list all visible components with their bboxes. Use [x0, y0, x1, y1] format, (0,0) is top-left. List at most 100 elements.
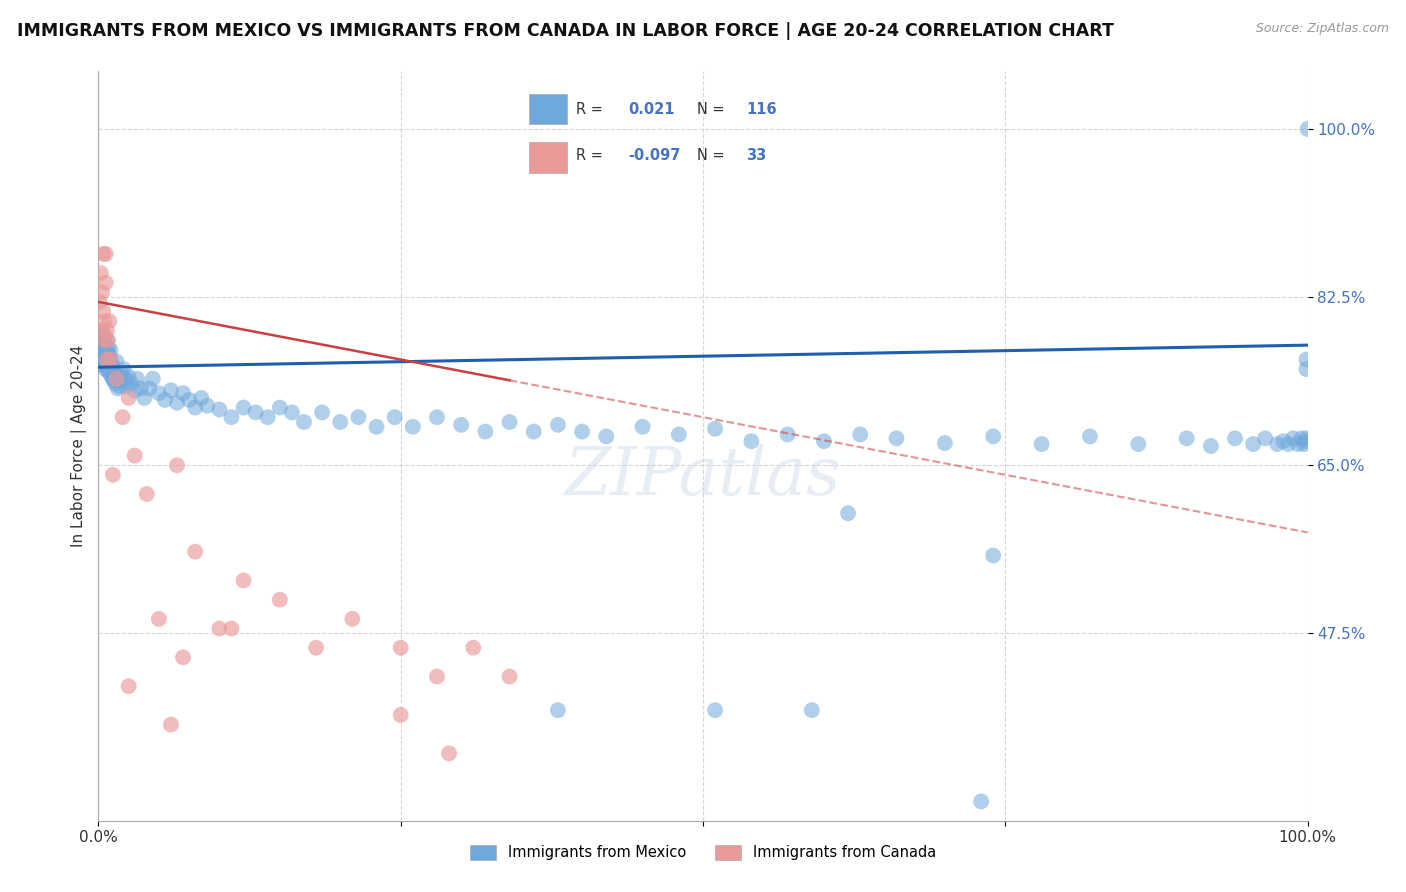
- Point: [498, 669, 520, 683]
- Point: [1295, 352, 1317, 367]
- Point: [437, 747, 460, 761]
- Point: [208, 622, 231, 636]
- Point: [91, 304, 114, 318]
- Text: N =: N =: [696, 148, 724, 162]
- Text: 0.021: 0.021: [628, 102, 675, 117]
- Point: [463, 640, 485, 655]
- Point: [97, 364, 120, 378]
- Point: [97, 334, 120, 348]
- Bar: [530, 94, 567, 124]
- Point: [118, 369, 141, 384]
- Point: [1078, 429, 1101, 443]
- Point: [108, 379, 131, 393]
- Point: [91, 357, 114, 371]
- Point: [91, 348, 114, 362]
- Point: [1272, 434, 1295, 449]
- Point: [148, 386, 170, 401]
- Point: [547, 417, 569, 432]
- Point: [89, 294, 111, 309]
- Point: [184, 544, 207, 558]
- Point: [96, 334, 118, 348]
- Point: [1282, 431, 1305, 445]
- Point: [97, 341, 120, 355]
- Point: [138, 381, 160, 395]
- Point: [426, 669, 449, 683]
- Point: [1254, 431, 1277, 445]
- Point: [107, 381, 129, 395]
- Point: [172, 650, 194, 665]
- Point: [547, 703, 569, 717]
- Point: [96, 357, 118, 371]
- Point: [366, 419, 388, 434]
- Point: [103, 374, 125, 388]
- Point: [111, 410, 134, 425]
- Point: [269, 401, 291, 415]
- Text: 33: 33: [747, 148, 766, 162]
- Point: [450, 417, 472, 432]
- Point: [91, 338, 114, 352]
- Point: [91, 324, 114, 338]
- Point: [184, 401, 207, 415]
- Point: [100, 352, 122, 367]
- Text: R =: R =: [576, 148, 603, 162]
- Point: [1295, 431, 1317, 445]
- Point: [474, 425, 496, 439]
- Point: [160, 717, 183, 731]
- Point: [91, 343, 114, 357]
- Point: [118, 679, 141, 693]
- Point: [849, 427, 872, 442]
- Point: [704, 703, 727, 717]
- Point: [98, 348, 121, 362]
- Point: [90, 324, 112, 338]
- Point: [1031, 437, 1053, 451]
- Text: 116: 116: [747, 102, 776, 117]
- Point: [281, 405, 304, 419]
- Point: [776, 427, 799, 442]
- Point: [886, 431, 908, 445]
- Point: [389, 708, 412, 723]
- Text: R =: R =: [576, 102, 603, 117]
- Point: [96, 344, 118, 359]
- Point: [105, 367, 128, 381]
- Legend: Immigrants from Mexico, Immigrants from Canada: Immigrants from Mexico, Immigrants from …: [464, 838, 942, 866]
- Point: [97, 352, 120, 367]
- Point: [91, 247, 114, 261]
- Point: [112, 362, 135, 376]
- Point: [232, 401, 254, 415]
- Point: [94, 351, 117, 365]
- Point: [934, 436, 956, 450]
- Point: [91, 343, 114, 357]
- Point: [89, 357, 111, 371]
- Point: [104, 376, 127, 391]
- Point: [93, 314, 115, 328]
- Text: N =: N =: [696, 102, 724, 117]
- Point: [91, 352, 114, 367]
- Point: [108, 369, 131, 384]
- Point: [668, 427, 690, 442]
- Point: [631, 419, 654, 434]
- Point: [101, 467, 124, 482]
- Point: [269, 592, 291, 607]
- Point: [342, 612, 364, 626]
- Point: [981, 549, 1004, 563]
- Point: [135, 487, 157, 501]
- Point: [120, 376, 142, 391]
- Point: [98, 314, 121, 328]
- Point: [179, 392, 201, 407]
- Point: [1223, 431, 1246, 445]
- Point: [523, 425, 546, 439]
- Point: [100, 369, 122, 384]
- Point: [595, 429, 617, 443]
- Point: [100, 343, 122, 357]
- Point: [426, 410, 449, 425]
- Point: [1267, 437, 1289, 451]
- Point: [134, 391, 156, 405]
- Point: [172, 386, 194, 401]
- Point: [813, 434, 835, 449]
- Point: [91, 285, 114, 300]
- Point: [94, 247, 117, 261]
- Point: [347, 410, 370, 425]
- Point: [111, 374, 134, 388]
- Point: [221, 622, 243, 636]
- Text: Source: ZipAtlas.com: Source: ZipAtlas.com: [1256, 22, 1389, 36]
